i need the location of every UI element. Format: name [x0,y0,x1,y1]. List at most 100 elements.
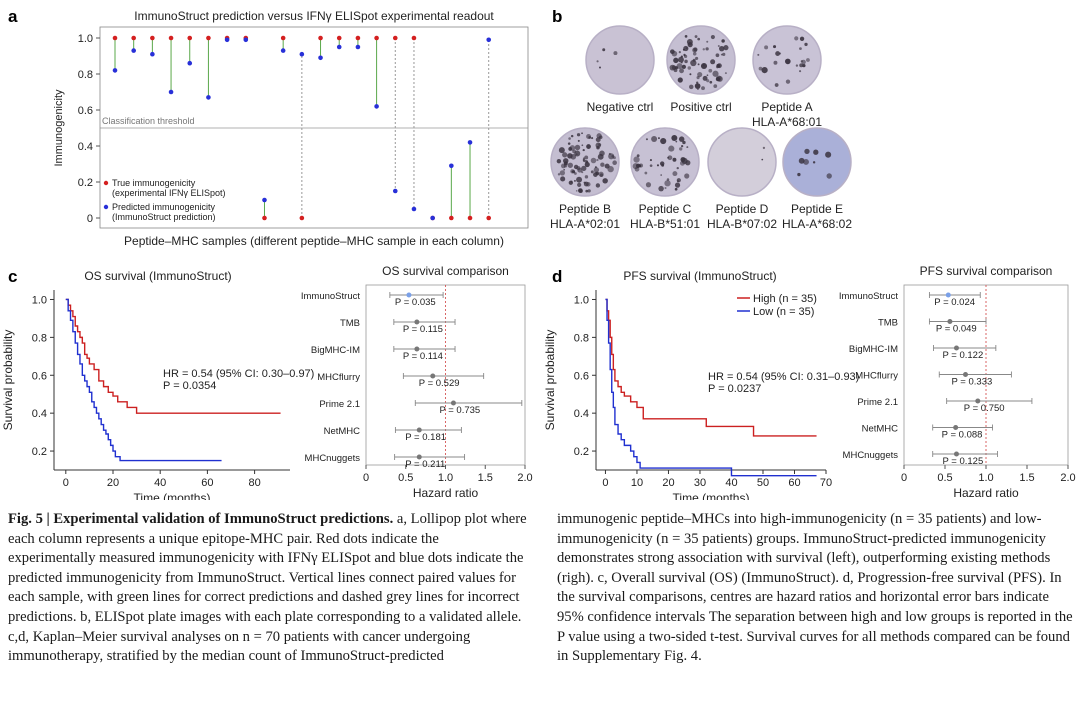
x-tick-label: 50 [757,477,769,489]
plate-spot [586,160,589,163]
y-tick-label: 0.2 [32,446,47,458]
pred-dot [112,68,118,73]
x-tick-label: 0 [63,477,69,489]
pred-dot [336,44,342,50]
plate-spot [598,135,603,140]
plate-spot [690,59,697,67]
plate-spot [702,75,708,81]
os-forest-plot: OS survival comparison Hazard ratio 0 0.5 1.… [301,264,533,500]
plate-spot [658,185,664,192]
pred-dot [299,51,305,57]
legend-true-label: True immunogenicity [112,178,196,188]
plate-spot [636,154,640,158]
plate-spot [575,153,578,156]
p-annotation: P = 0.0354 [163,380,216,392]
plate-spot [709,80,713,84]
plate-spot [582,148,585,152]
plate-spot [799,70,802,73]
p-value: P = 0.049 [936,324,977,335]
true-dot [280,35,286,41]
plate-spot [591,137,594,140]
true-dot [392,35,398,41]
plate-spot [794,36,799,41]
pred-dot [318,55,323,61]
plate-spot [656,164,660,167]
plate-spot [701,86,705,91]
plate-spot [560,176,566,182]
hr-point [953,451,959,457]
plate-spot [590,170,594,174]
plate-spot [708,68,713,73]
hr-point [430,373,436,379]
plate-spot [692,47,698,53]
x-tick-label: 0 [901,472,907,484]
panel-label-b: b [552,7,562,26]
pred-dot [280,48,286,53]
plate-spot [773,45,777,49]
km-curve-high [605,298,817,437]
p-value: P = 0.125 [942,456,983,467]
hr-point [416,454,422,460]
forest-row-label: Prime 2.1 [319,399,360,410]
plate-rim [782,127,852,197]
km-curve-high [65,298,281,414]
threshold-label: Classification threshold [102,116,195,126]
forest-row-label: ImmunoStruct [301,291,360,302]
true-dot [449,215,454,221]
panel-label-d: d [552,267,562,286]
p-value: P = 0.750 [964,403,1005,414]
x-tick-label: 80 [248,477,260,489]
y-tick-label: 0.8 [78,69,93,81]
plate-spot [668,145,675,152]
legend-pred-dot [103,204,109,210]
plate-spot [702,64,705,67]
plate-spot [799,47,802,51]
plate-allele: HLA-A*68:02 [782,217,852,231]
plate-spot [573,164,579,170]
plate-spot [670,49,675,54]
plate-spot [689,73,692,76]
plate-label: Peptide C [639,202,692,216]
plate-spot [558,147,565,154]
true-dot [467,215,473,221]
plate-spot [667,155,673,161]
true-dot [411,35,417,41]
plate-spot [800,60,803,63]
plate-spot [633,156,640,163]
plate-spot [675,140,678,143]
p-value: P = 0.735 [439,405,480,416]
plate-spot [579,189,583,193]
plate-spot [660,174,662,176]
km-curve-low [605,298,817,477]
plate-spot [562,152,568,158]
x-tick-label: 0.5 [937,472,952,484]
y-tick-label: 0.8 [574,332,589,344]
p-value: P = 0.529 [419,378,460,389]
plate-spot [602,178,608,184]
plate-spot [581,144,584,147]
plate-spot [761,67,768,74]
plate-label: Peptide A [761,100,812,114]
true-dot [168,35,174,41]
p-value: P = 0.115 [403,324,443,335]
forest-title: PFS survival comparison [920,264,1053,278]
plate-spot [664,180,671,187]
plate [783,128,851,196]
plate-spot [761,158,764,161]
panel-label-a: a [8,7,18,26]
p-value: P = 0.181 [405,432,446,443]
y-tick-label: 0.6 [32,370,47,382]
plate-spot [784,58,791,65]
plate-spot [593,172,598,177]
y-tick-label: 1.0 [78,33,93,45]
pred-dot [467,140,473,145]
pred-dot [243,37,249,43]
plate-spot [572,149,576,154]
true-dot [299,215,305,221]
plate-spot [717,45,720,48]
plate-spot [697,37,701,41]
lollipop-chart: ImmunoStruct prediction versus IFNγ ELIS… [53,9,529,248]
x-tick-label: 1.0 [438,472,453,484]
true-dot [374,35,379,41]
y-tick-label: 0.2 [574,446,589,458]
